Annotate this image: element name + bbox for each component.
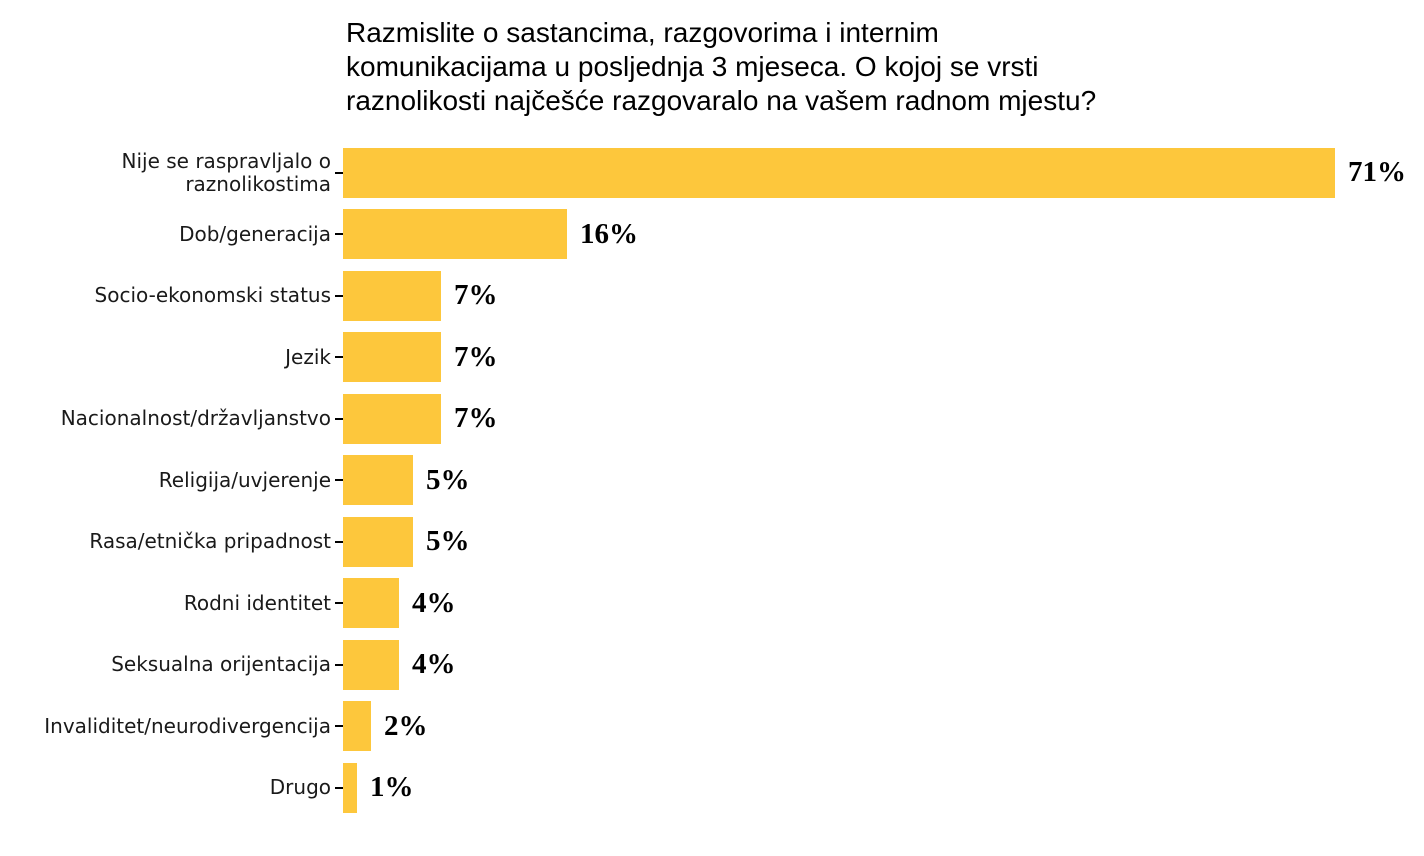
bar-row: Socio-ekonomski status 7% (0, 265, 1424, 327)
bar-row: Jezik 7% (0, 327, 1424, 389)
category-label: Dob/generacija (179, 221, 331, 246)
bar-row: Nacionalnost/državljanstvo 7% (0, 388, 1424, 450)
value-label: 5% (426, 525, 470, 558)
value-label: 1% (370, 771, 414, 804)
axis-tick (335, 356, 343, 359)
bar-row: Drugo 1% (0, 757, 1424, 819)
value-label: 7% (454, 340, 498, 373)
bar-row: Rasa/etnička pripadnost 5% (0, 511, 1424, 573)
axis-tick (335, 786, 343, 789)
category-label: Nacionalnost/državljanstvo (60, 406, 331, 431)
category-label: Seksualna orijentacija (111, 652, 331, 677)
plot-area: Nije se raspravljalo o raznolikostima 71%… (0, 142, 1424, 819)
bar (343, 393, 441, 444)
axis-tick (335, 233, 343, 236)
bar (343, 762, 357, 813)
axis-tick (335, 540, 343, 543)
value-label: 4% (412, 648, 456, 681)
bar-row: Nije se raspravljalo o raznolikostima 71% (0, 142, 1424, 204)
value-label: 2% (384, 709, 428, 742)
chart-title: Razmislite o sastancima, razgovorima i i… (346, 17, 1097, 116)
axis-tick (335, 294, 343, 297)
value-label: 71% (1348, 156, 1406, 189)
axis-tick (335, 725, 343, 728)
bar (343, 516, 413, 567)
axis-tick (335, 417, 343, 420)
category-label: Jezik (285, 344, 331, 369)
bar-row: Religija/uvjerenje 5% (0, 450, 1424, 512)
bar (343, 455, 413, 506)
bar (343, 332, 441, 383)
value-label: 16% (580, 217, 638, 250)
category-label: Rodni identitet (183, 590, 331, 615)
axis-tick (335, 479, 343, 482)
bar-row: Seksualna orijentacija 4% (0, 634, 1424, 696)
category-label: Invaliditet/neurodivergencija (44, 713, 331, 738)
bar-row: Invaliditet/neurodivergencija 2% (0, 696, 1424, 758)
bar (343, 701, 371, 752)
bar (343, 578, 399, 629)
value-label: 7% (454, 402, 498, 435)
bar (343, 270, 441, 321)
bar (343, 147, 1335, 198)
value-label: 5% (426, 463, 470, 496)
category-label: Nije se raspravljalo o raznolikostima (121, 148, 331, 196)
axis-tick (335, 602, 343, 605)
axis-tick (335, 171, 343, 174)
value-label: 4% (412, 586, 456, 619)
bar (343, 209, 567, 260)
value-label: 7% (454, 279, 498, 312)
category-label: Rasa/etnička pripadnost (89, 529, 331, 554)
bar-row: Dob/generacija 16% (0, 204, 1424, 266)
category-label: Drugo (269, 775, 331, 800)
category-label: Socio-ekonomski status (94, 283, 331, 308)
bar (343, 639, 399, 690)
category-label: Religija/uvjerenje (158, 467, 331, 492)
bar-row: Rodni identitet 4% (0, 573, 1424, 635)
axis-tick (335, 663, 343, 666)
